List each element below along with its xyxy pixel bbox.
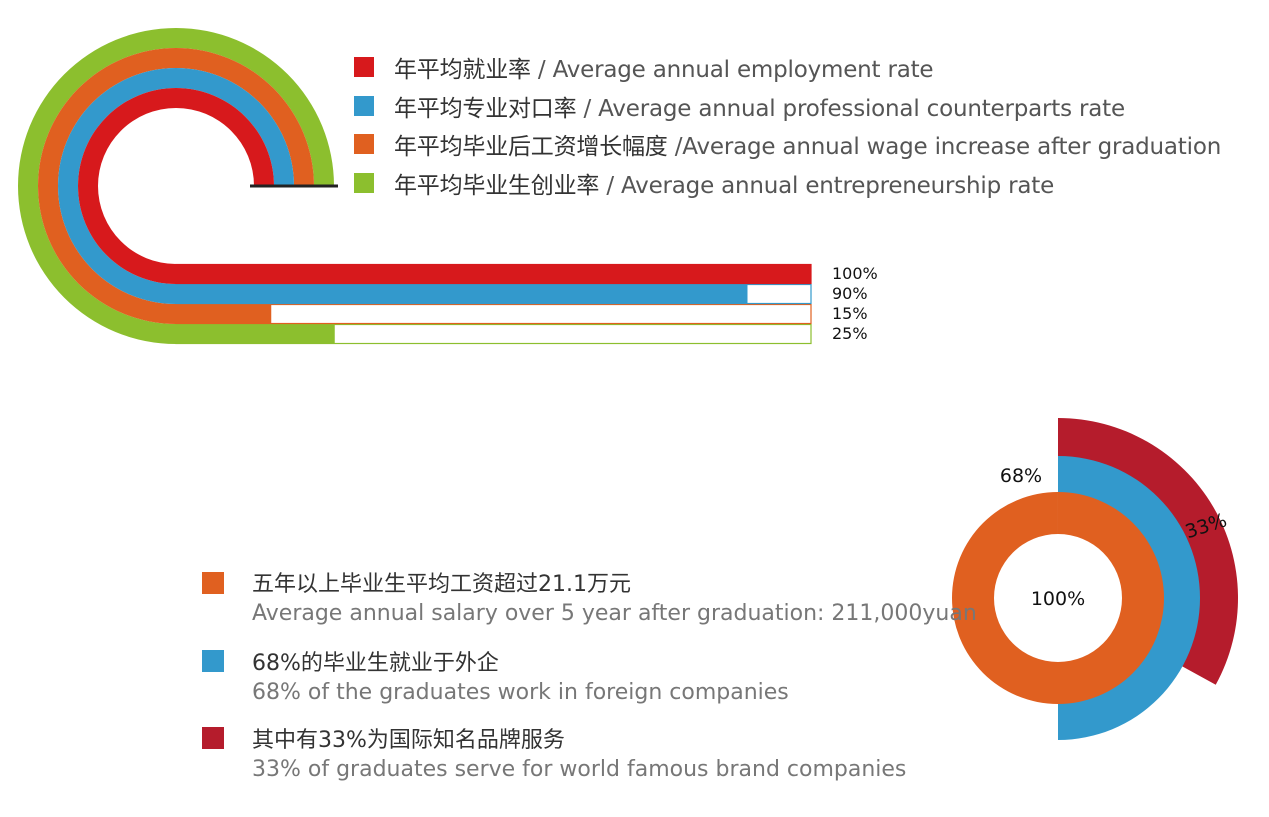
legend-item-wage: 年平均毕业后工资增长幅度 /Average annual wage increa… <box>354 127 1221 161</box>
legend-en-wage: /Average annual wage increase after grad… <box>667 134 1222 160</box>
legend-swatch-employment <box>354 57 374 77</box>
legend-cn-brand: 其中有33%为国际知名品牌服务 <box>252 728 565 753</box>
legend-swatch-professional <box>354 96 374 116</box>
bar-label-entrepreneurship: 25% <box>832 324 868 343</box>
donut-label-foreign: 68% <box>1000 465 1042 487</box>
legend-item-entrepreneurship: 年平均毕业生创业率 / Average annual entrepreneurs… <box>354 166 1054 200</box>
bar-label-professional: 90% <box>832 284 868 303</box>
legend-cn-professional: 年平均专业对口率 <box>394 96 577 122</box>
legend-label-employment: 年平均就业率 / Average annual employment rate <box>394 50 934 84</box>
legend-swatch-foreign <box>202 650 224 672</box>
donut-labels: 100%68%33% <box>1000 465 1230 610</box>
legend-swatch-salary <box>202 572 224 594</box>
bar-label-wage: 15% <box>832 304 868 323</box>
legend-cn-wage: 年平均毕业后工资增长幅度 <box>394 134 668 160</box>
donut-ring-salary <box>951 492 1164 704</box>
legend-en-entrepreneurship: / Average annual entrepreneurship rate <box>599 173 1055 199</box>
donut-label-salary: 100% <box>1031 588 1085 610</box>
legend-swatch-brand <box>202 727 224 749</box>
legend-cn-salary: 五年以上毕业生平均工资超过21.1万元 <box>252 572 631 597</box>
legend-label-entrepreneurship: 年平均毕业生创业率 / Average annual entrepreneurs… <box>394 166 1054 200</box>
legend-en-foreign: 68% of the graduates work in foreign com… <box>252 680 789 705</box>
legend-swatch-entrepreneurship <box>354 173 374 193</box>
legend-label-professional: 年平均专业对口率 / Average annual professional c… <box>394 89 1125 123</box>
employment-bar-labels: 25%15%90%100% <box>832 264 878 343</box>
legend-item-employment: 年平均就业率 / Average annual employment rate <box>354 50 934 84</box>
legend-en-professional: / Average annual professional counterpar… <box>576 96 1126 122</box>
bar-professional <box>58 68 748 304</box>
legend-label-wage: 年平均毕业后工资增长幅度 /Average annual wage increa… <box>394 127 1221 161</box>
legend-cn-employment: 年平均就业率 <box>394 57 531 83</box>
employment-bars <box>18 28 812 345</box>
donut-ring-foreign <box>1058 456 1200 740</box>
legend-item-professional: 年平均专业对口率 / Average annual professional c… <box>354 89 1125 123</box>
donut-ring-brand <box>1058 418 1238 685</box>
legend-cn-entrepreneurship: 年平均毕业生创业率 <box>394 173 600 199</box>
donut-rings <box>951 418 1238 740</box>
legend-en-brand: 33% of graduates serve for world famous … <box>252 757 907 782</box>
bar-employment <box>78 88 811 284</box>
legend-en-employment: / Average annual employment rate <box>530 57 934 83</box>
legend-cn-foreign: 68%的毕业生就业于外企 <box>252 651 499 676</box>
legend-en-salary: Average annual salary over 5 year after … <box>252 601 977 626</box>
legend-swatch-wage <box>354 134 374 154</box>
bar-label-employment: 100% <box>832 264 878 283</box>
